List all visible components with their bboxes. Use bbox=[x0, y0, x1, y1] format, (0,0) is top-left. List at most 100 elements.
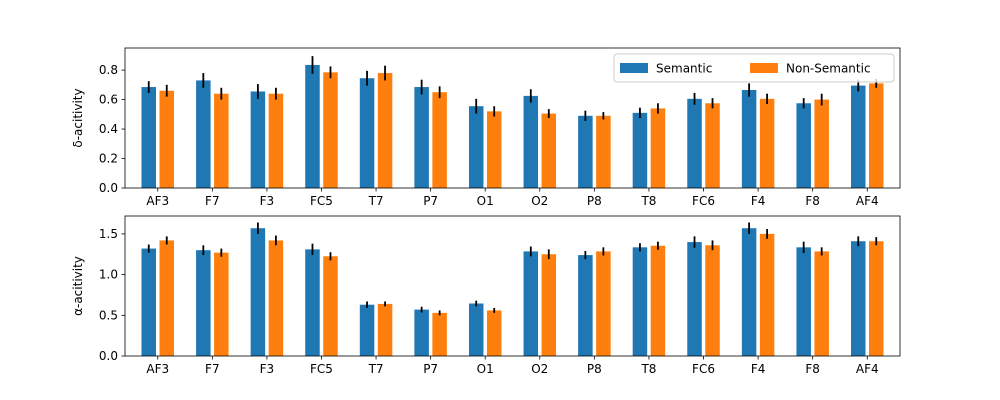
legend-swatch-semantic bbox=[620, 63, 648, 73]
bar-semantic-af3 bbox=[141, 87, 156, 188]
y-tick-label: 1.5 bbox=[99, 227, 118, 241]
y-axis-label: α-acitivity bbox=[71, 256, 85, 316]
bar-non-semantic-fc6 bbox=[705, 103, 720, 188]
legend-label-semantic: Semantic bbox=[656, 62, 712, 76]
bar-semantic-f3 bbox=[250, 91, 266, 188]
bar-non-semantic-af4 bbox=[869, 83, 884, 188]
bar-semantic-t7 bbox=[359, 78, 375, 188]
bar-non-semantic-t8 bbox=[650, 108, 666, 188]
x-tick-label-p7: P7 bbox=[423, 194, 438, 208]
bar-semantic-fc6 bbox=[687, 98, 702, 188]
y-tick-label: 1.0 bbox=[99, 268, 118, 282]
y-tick-label: 0.6 bbox=[99, 93, 118, 107]
bar-non-semantic-o2 bbox=[541, 113, 557, 188]
legend: Semantic Non-Semantic bbox=[613, 53, 895, 83]
bar-non-semantic-t7 bbox=[377, 303, 393, 356]
bar-non-semantic-fc5 bbox=[323, 72, 338, 188]
x-tick-label-o1: O1 bbox=[477, 362, 494, 376]
bar-non-semantic-f8 bbox=[814, 251, 829, 356]
bar-semantic-t8 bbox=[632, 247, 648, 356]
y-tick-label: 0.4 bbox=[99, 122, 118, 136]
bar-semantic-af4 bbox=[851, 241, 866, 356]
x-tick-label-f7: F7 bbox=[205, 362, 220, 376]
x-tick-label-f8: F8 bbox=[805, 362, 820, 376]
y-tick-label: 0.8 bbox=[99, 63, 118, 77]
x-tick-label-p8: P8 bbox=[587, 194, 602, 208]
subplot-delta: 0.0 0.2 0.4 0.6 0.8 AF3 F7 F3 FC5 T7 P7 O1 O2 P8 T8 FC6… bbox=[71, 47, 901, 208]
axes-frame bbox=[124, 215, 901, 357]
x-tick-label-f4: F4 bbox=[751, 362, 766, 376]
bar-semantic-f8 bbox=[796, 247, 811, 356]
bar-semantic-fc5 bbox=[305, 249, 320, 356]
x-tick-label-f8: F8 bbox=[805, 194, 820, 208]
bar-semantic-o1 bbox=[468, 106, 484, 188]
x-tick-label-af4: AF4 bbox=[856, 194, 879, 208]
bar-non-semantic-t7 bbox=[377, 73, 393, 188]
bar-semantic-f3 bbox=[250, 228, 266, 356]
bar-non-semantic-af3 bbox=[159, 240, 174, 356]
y-tick-label: 0.2 bbox=[99, 152, 118, 166]
bar-semantic-f4 bbox=[741, 228, 757, 356]
bar-non-semantic-f7 bbox=[214, 93, 229, 188]
bar-semantic-t8 bbox=[632, 112, 648, 188]
bar-non-semantic-fc5 bbox=[323, 256, 338, 356]
bar-semantic-fc6 bbox=[687, 242, 702, 356]
x-tick-label-fc5: FC5 bbox=[310, 362, 333, 376]
x-tick-label-p8: P8 bbox=[587, 362, 602, 376]
bar-semantic-p8 bbox=[578, 255, 593, 356]
bar-non-semantic-p7 bbox=[432, 312, 447, 356]
bar-non-semantic-o1 bbox=[486, 111, 502, 188]
x-tick-label-af4: AF4 bbox=[856, 362, 879, 376]
bar-non-semantic-f4 bbox=[759, 98, 775, 188]
legend-swatch-non-semantic bbox=[750, 63, 778, 73]
bar-non-semantic-p7 bbox=[432, 92, 447, 188]
bar-non-semantic-t8 bbox=[650, 245, 666, 356]
x-tick-label-o2: O2 bbox=[531, 362, 548, 376]
x-tick-label-fc5: FC5 bbox=[310, 194, 333, 208]
bar-semantic-t7 bbox=[359, 304, 375, 356]
y-tick-label: 0.5 bbox=[99, 308, 118, 322]
x-tick-label-o1: O1 bbox=[477, 194, 494, 208]
bar-non-semantic-o2 bbox=[541, 254, 557, 356]
bar-non-semantic-f4 bbox=[759, 233, 775, 356]
bar-semantic-af4 bbox=[851, 85, 866, 188]
bar-semantic-p7 bbox=[414, 87, 429, 188]
bar-semantic-p8 bbox=[578, 115, 593, 188]
legend-label-non-semantic: Non-Semantic bbox=[786, 62, 871, 76]
bar-non-semantic-p8 bbox=[596, 251, 611, 356]
x-tick-label-fc6: FC6 bbox=[692, 362, 715, 376]
bar-semantic-o1 bbox=[468, 303, 484, 356]
bar-semantic-af3 bbox=[141, 248, 156, 356]
y-axis-label: δ-acitivity bbox=[71, 88, 85, 147]
x-tick-label-t8: T8 bbox=[640, 194, 656, 208]
bar-non-semantic-f8 bbox=[814, 99, 829, 188]
bar-semantic-f4 bbox=[741, 90, 757, 188]
x-tick-label-f4: F4 bbox=[751, 194, 766, 208]
x-tick-label-fc6: FC6 bbox=[692, 194, 715, 208]
x-tick-label-af3: AF3 bbox=[146, 194, 169, 208]
x-tick-label-t8: T8 bbox=[640, 362, 656, 376]
bar-non-semantic-af4 bbox=[869, 241, 884, 356]
bar-non-semantic-f7 bbox=[214, 252, 229, 356]
x-tick-label-t7: T7 bbox=[368, 362, 384, 376]
axes-frame bbox=[124, 47, 901, 189]
bar-non-semantic-af3 bbox=[159, 90, 174, 188]
bar-semantic-f8 bbox=[796, 103, 811, 188]
y-tick-label: 0.0 bbox=[99, 349, 118, 363]
bar-non-semantic-o1 bbox=[486, 310, 502, 356]
bar-semantic-o2 bbox=[523, 95, 539, 188]
x-tick-label-f7: F7 bbox=[205, 194, 220, 208]
bar-semantic-fc5 bbox=[305, 64, 320, 188]
x-tick-label-af3: AF3 bbox=[146, 362, 169, 376]
x-tick-label-f3: F3 bbox=[260, 194, 275, 208]
subplot-alpha: 0.0 0.5 1.0 1.5 AF3 F7 F3 FC5 T7 P7 O1 O2 P8 T8 FC6 F4 F… bbox=[71, 215, 901, 376]
x-tick-label-t7: T7 bbox=[368, 194, 384, 208]
bar-non-semantic-p8 bbox=[596, 115, 611, 188]
x-tick-label-p7: P7 bbox=[423, 362, 438, 376]
bar-semantic-p7 bbox=[414, 309, 429, 356]
y-tick-label: 0.0 bbox=[99, 181, 118, 195]
x-tick-label-o2: O2 bbox=[531, 194, 548, 208]
bar-non-semantic-fc6 bbox=[705, 245, 720, 356]
bar-semantic-f7 bbox=[196, 250, 211, 356]
